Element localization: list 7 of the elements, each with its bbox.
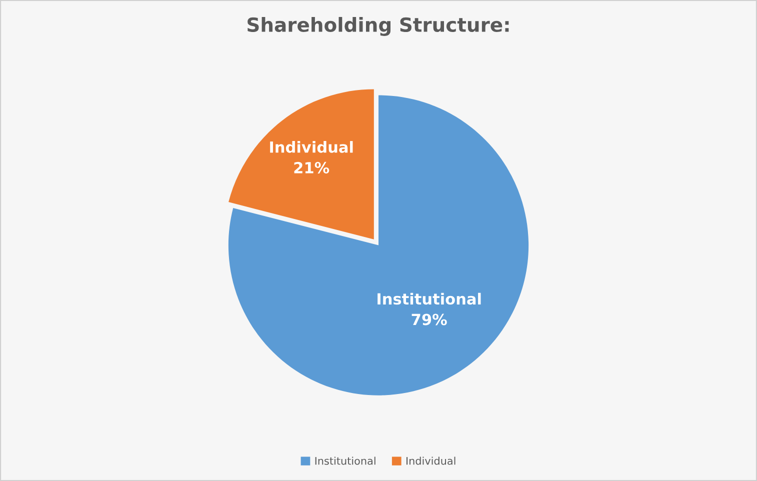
legend-label: Institutional <box>315 456 376 465</box>
data-label: 79% <box>412 314 447 326</box>
slice-label: Institutional <box>378 292 481 305</box>
legend-label: Individual <box>406 456 456 465</box>
chart-title: Shareholding Structure: <box>248 16 509 36</box>
slice-label: Individual <box>270 141 353 153</box>
data-label: 21% <box>294 162 330 174</box>
